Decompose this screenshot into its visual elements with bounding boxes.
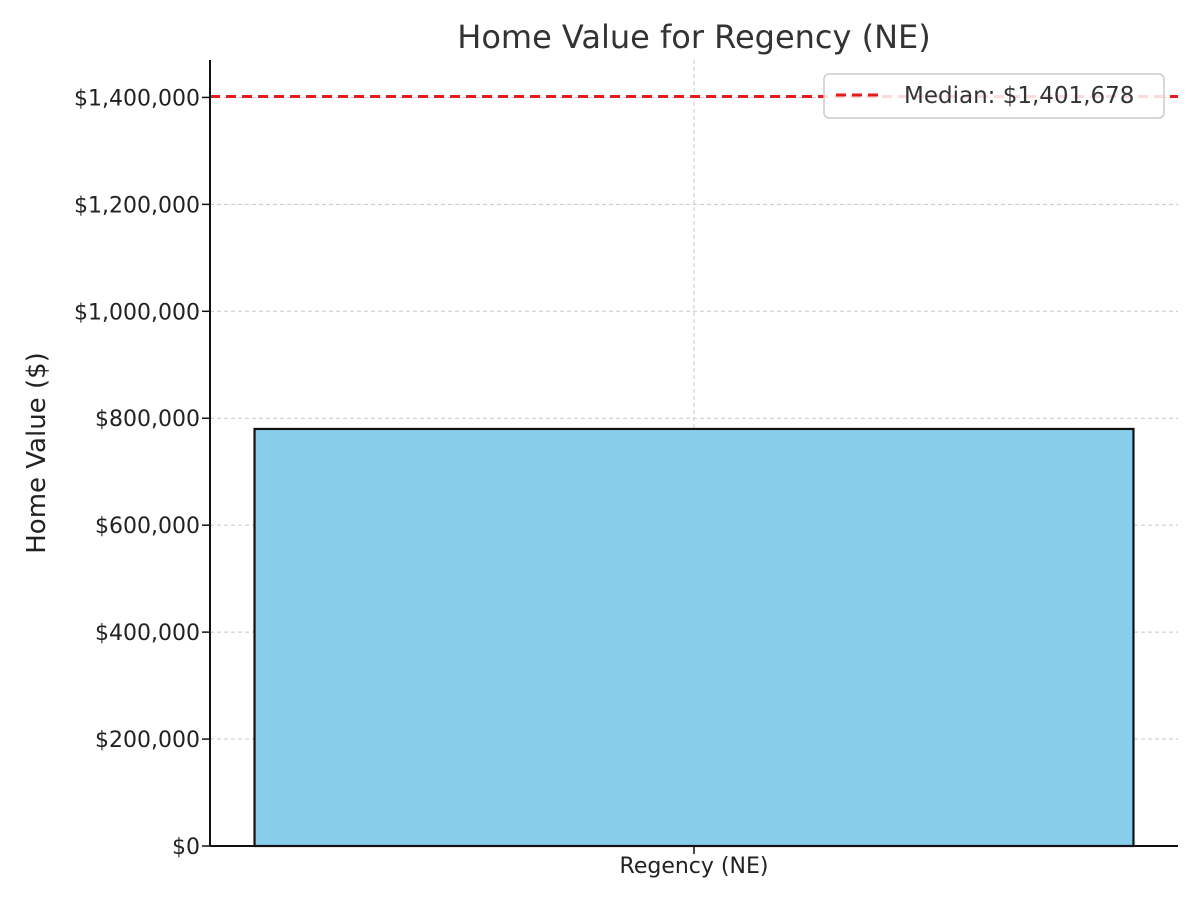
legend-entry-median: Median: $1,401,678 [904,83,1134,109]
legend-box [823,73,1165,119]
x-ticks: Regency (NE) [620,846,769,879]
y-tick-label: $1,000,000 [74,300,200,325]
legend: Median: $1,401,678 [823,73,1165,119]
y-tick-label: $1,200,000 [74,193,200,218]
x-tick-label: Regency (NE) [620,854,769,879]
bar [253,427,1135,848]
y-tick-label: $1,400,000 [74,86,200,111]
y-axis-label: Home Value ($) [22,352,52,554]
chart-title: Home Value for Regency (NE) [457,18,930,56]
y-tick-label: $800,000 [95,407,200,432]
y-tick-label: $200,000 [95,728,200,753]
y-ticks: $0 $200,000 $400,000 $600,000 $800,000 $1,000… [74,86,210,860]
bar-series [253,427,1135,848]
y-tick-label: $600,000 [95,514,200,539]
y-tick-label: $0 [172,835,200,860]
y-tick-label: $400,000 [95,621,200,646]
